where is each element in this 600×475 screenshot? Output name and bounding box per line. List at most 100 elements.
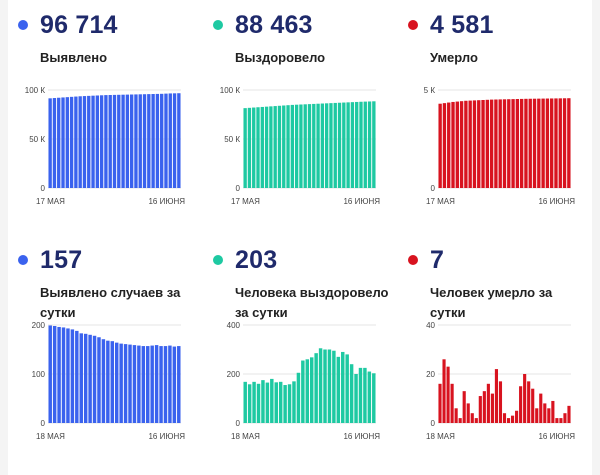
y-tick-label: 100 [32, 370, 46, 379]
bar [92, 335, 97, 423]
x-tick-label-start: 18 МАЯ [231, 432, 260, 441]
bar [123, 344, 128, 423]
bar [462, 391, 466, 423]
bar [52, 98, 57, 188]
bar [333, 102, 337, 188]
bar [287, 384, 292, 423]
bar [88, 334, 92, 423]
bar [458, 418, 462, 423]
bar [172, 93, 177, 188]
bar [528, 98, 532, 188]
bar [498, 381, 503, 423]
bar [539, 393, 543, 423]
bar [243, 108, 247, 188]
bar [478, 396, 482, 423]
bar [455, 101, 459, 188]
bar [314, 353, 318, 423]
stat-value: 7 [430, 245, 445, 274]
bar [110, 341, 115, 423]
bar [252, 107, 256, 188]
bar [75, 330, 79, 423]
bar [134, 94, 138, 188]
bar [82, 96, 87, 188]
stat-value: 96 714 [40, 10, 118, 39]
bar [270, 378, 274, 423]
bar [243, 381, 247, 423]
bar [252, 381, 256, 423]
card-deaths-daily: 7 Человек умерло за сутки 40 20 0 18 МАЯ 16 … [398, 235, 588, 465]
y-tick-label: 0 [236, 184, 241, 193]
card-deaths-total: 4 581 Умерло 5 К 0 17 МАЯ 16 ИЮНЯ [398, 0, 588, 230]
stat-label: Умерло [430, 50, 478, 65]
chart-deaths-total: 5 К 0 17 МАЯ 16 ИЮНЯ [424, 86, 576, 206]
bar [451, 101, 455, 188]
bar [341, 351, 345, 423]
x-tick-label-start: 18 МАЯ [36, 432, 65, 441]
bar [137, 345, 141, 423]
bar [363, 101, 367, 188]
bar [507, 99, 511, 188]
bar [168, 93, 172, 188]
bar [177, 93, 181, 188]
red-dot-icon [408, 255, 418, 265]
x-tick-label-start: 17 МАЯ [36, 197, 65, 206]
bar [329, 103, 333, 188]
chart-recovered-total: 100 К 50 К 0 17 МАЯ 16 ИЮНЯ [220, 86, 380, 206]
bar [466, 403, 470, 423]
bar [99, 95, 104, 188]
y-tick-label: 5 К [424, 86, 436, 95]
card-recovered-daily: 203 Человека выздоровело за сутки 400 200… [203, 235, 393, 465]
blue-dot-icon [18, 20, 28, 30]
bar [318, 348, 323, 423]
bar [61, 327, 66, 423]
bar [494, 99, 498, 188]
y-tick-label: 50 К [224, 135, 240, 144]
bar [97, 337, 101, 423]
chart-cases-daily: 200 100 0 18 МАЯ 16 ИЮНЯ [32, 321, 186, 441]
bar [278, 381, 283, 423]
bar [541, 98, 545, 188]
bar [91, 95, 95, 188]
bar [558, 98, 562, 188]
bar [359, 101, 363, 188]
bar [286, 105, 290, 188]
bar [155, 93, 160, 188]
bar [66, 328, 70, 423]
y-tick-label: 0 [41, 419, 46, 428]
bar [138, 94, 142, 188]
bar [151, 94, 155, 188]
card-cases-total: 96 714 Выявлено 100 К 50 К 0 17 МАЯ 16 ИЮНЯ [8, 0, 198, 230]
bar [164, 93, 168, 188]
bar [502, 413, 507, 423]
bar [264, 106, 269, 188]
y-tick-label: 100 К [25, 86, 46, 95]
bar [79, 333, 83, 423]
bar [147, 94, 151, 188]
y-tick-label: 0 [41, 184, 46, 193]
y-tick-label: 0 [236, 419, 241, 428]
bar [519, 386, 523, 423]
bar [337, 102, 342, 188]
x-tick-label-start: 18 МАЯ [426, 432, 455, 441]
card-recovered-total: 88 463 Выздоровело 100 К 50 К 0 17 МАЯ 16 ИЮ… [203, 0, 393, 230]
bar [260, 106, 264, 188]
bar [290, 104, 295, 188]
bar [327, 349, 332, 423]
bar [142, 94, 147, 188]
bar [294, 104, 299, 188]
bar [256, 383, 261, 423]
bar [48, 325, 52, 423]
bar [87, 95, 91, 188]
x-tick-label-end: 16 ИЮНЯ [148, 197, 185, 206]
y-tick-label: 50 К [29, 135, 45, 144]
bar [345, 354, 349, 423]
stat-value: 88 463 [235, 10, 313, 39]
chart-cases-total: 100 К 50 К 0 17 МАЯ 16 ИЮНЯ [25, 86, 185, 206]
bar [537, 98, 541, 188]
bar [247, 384, 252, 423]
bar [125, 94, 130, 188]
bar [283, 385, 287, 423]
bar [524, 98, 528, 188]
bar [486, 383, 490, 423]
bar [472, 100, 477, 188]
